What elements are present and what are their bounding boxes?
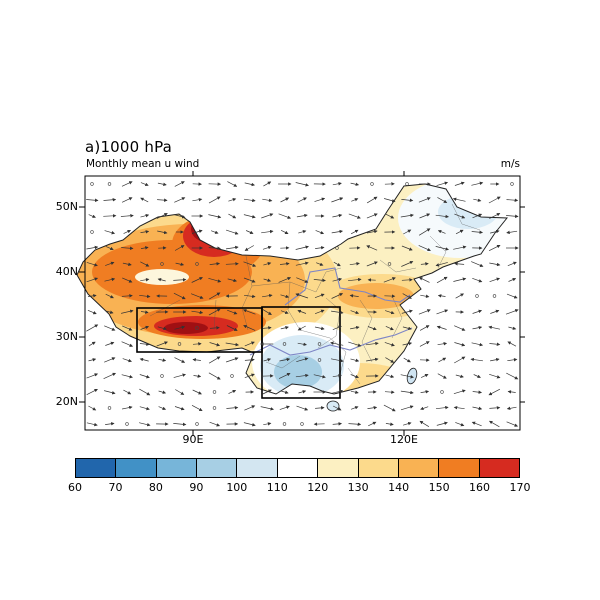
colorbar-tick-label: 120	[307, 481, 329, 494]
river-lines	[249, 267, 413, 356]
plot-frame	[84, 175, 521, 431]
x-tick-label-120e: 120E	[390, 433, 418, 446]
colorbar-tick-label: 110	[266, 481, 288, 494]
y-tick-label-20n: 20N	[55, 395, 78, 408]
colorbar-cell	[277, 459, 319, 477]
colorbar-cell	[156, 459, 198, 477]
colorbar-cell	[358, 459, 399, 477]
plot-title: a)1000 hPa	[85, 138, 173, 156]
colorbar-tick-label: 70	[108, 481, 123, 494]
y-tick-label-30n: 30N	[55, 330, 78, 343]
colorbar-tick-label: 140	[388, 481, 410, 494]
y-tick-label-40n: 40N	[55, 265, 78, 278]
colorbar-labels: 60 70 80 90 100 110 120 130 140 150 160 170	[68, 481, 531, 496]
colorbar-cell	[318, 459, 359, 477]
colorbar-cell	[398, 459, 440, 477]
colorbar-tick-label: 160	[469, 481, 491, 494]
colorbar-tick-label: 60	[68, 481, 82, 494]
colorbar-tick-label: 80	[148, 481, 163, 494]
plot-subtitle-left: Monthly mean u wind	[86, 158, 200, 170]
colorbar	[75, 458, 520, 478]
colorbar-cell	[197, 459, 238, 477]
axis-ticks	[79, 171, 525, 436]
colorbar-cell	[479, 459, 519, 477]
colorbar-tick-label: 150	[428, 481, 450, 494]
colorbar-tick-label: 130	[347, 481, 369, 494]
colorbar-cell	[439, 459, 480, 477]
units-label: m/s	[500, 158, 520, 170]
hainan-island	[326, 400, 340, 412]
colorbar-cell	[76, 459, 117, 477]
y-tick-label-50n: 50N	[55, 200, 78, 213]
colorbar-tick-label: 170	[509, 481, 531, 494]
colorbar-tick-label: 90	[189, 481, 204, 494]
colorbar-tick-label: 100	[226, 481, 248, 494]
colorbar-cell	[116, 459, 157, 477]
southwest-china-box	[261, 306, 341, 399]
x-tick-label-90e: 90E	[182, 433, 204, 446]
colorbar-cell	[237, 459, 278, 477]
wind-vectors	[86, 181, 519, 428]
map-plot	[76, 171, 525, 436]
